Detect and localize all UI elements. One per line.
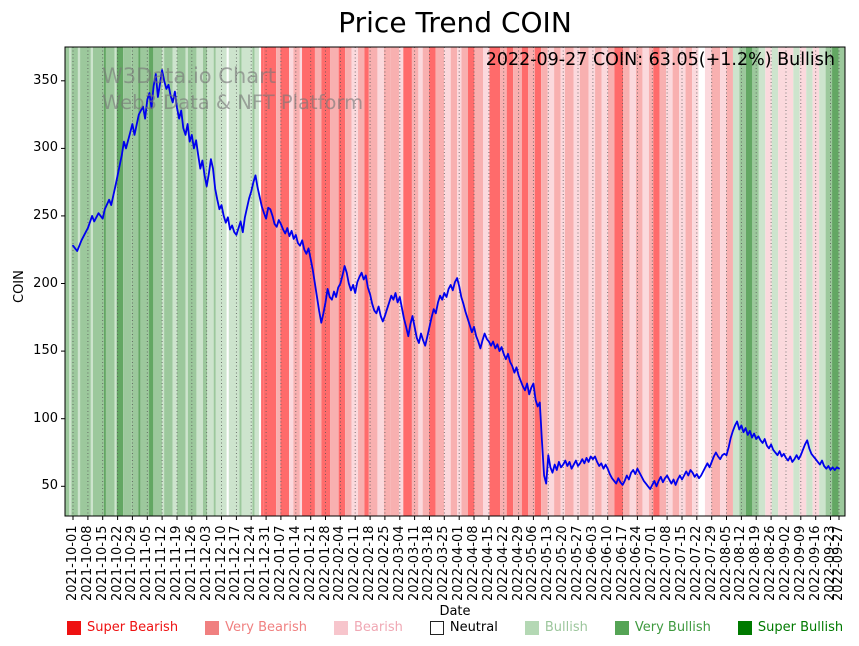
legend-swatch bbox=[205, 620, 220, 635]
legend-label: Super Bullish bbox=[757, 620, 844, 635]
legend-label: Very Bearish bbox=[225, 620, 307, 635]
legend-swatch bbox=[67, 620, 81, 635]
legend-item-bearish: Bearish bbox=[333, 620, 403, 635]
legend-label: Very Bullish bbox=[634, 620, 711, 635]
legend-item-very-bearish: Very Bearish bbox=[205, 620, 307, 635]
x-axis-label: Date bbox=[439, 604, 471, 619]
legend-item-super-bullish: Super Bullish bbox=[737, 620, 844, 635]
legend-swatch bbox=[737, 620, 752, 635]
legend-label: Super Bearish bbox=[87, 620, 179, 635]
legend-label: Bullish bbox=[544, 620, 588, 635]
legend: Super Bearish Very Bearish Bearish Neutral B… bbox=[67, 620, 843, 635]
legend-item-bullish: Bullish bbox=[524, 620, 588, 635]
legend-item-super-bearish: Super Bearish bbox=[67, 620, 178, 635]
legend-swatch bbox=[524, 620, 539, 635]
legend-swatch bbox=[614, 620, 629, 635]
watermark: W3Data.io Chart Web3 Data & NFT Platform bbox=[102, 64, 363, 114]
watermark-line1: W3Data.io Chart bbox=[102, 64, 277, 88]
legend-item-neutral: Neutral bbox=[429, 620, 498, 635]
legend-item-very-bullish: Very Bullish bbox=[614, 620, 711, 635]
legend-swatch bbox=[429, 620, 444, 635]
legend-label: Bearish bbox=[353, 620, 403, 635]
legend-swatch bbox=[333, 620, 348, 635]
chart-title: Price Trend COIN bbox=[338, 6, 572, 39]
price-annotation: 2022-09-27 COIN: 63.05(+1.2%) Bullish bbox=[485, 50, 835, 70]
watermark-line2: Web3 Data & NFT Platform bbox=[102, 91, 364, 114]
y-axis-label: COIN bbox=[12, 270, 27, 303]
legend-label: Neutral bbox=[449, 620, 498, 635]
